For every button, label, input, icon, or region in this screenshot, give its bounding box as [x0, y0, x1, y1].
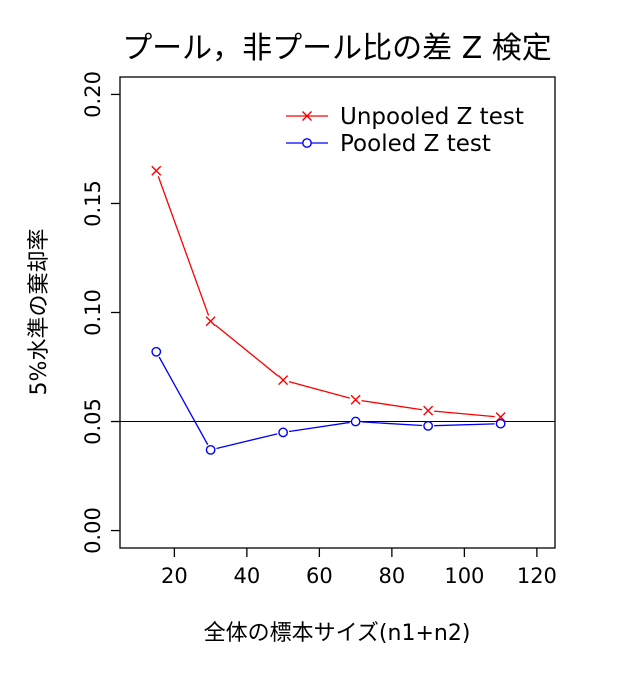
data-point-pooled — [495, 418, 506, 429]
data-point-unpooled — [278, 375, 289, 386]
chart-title: プール，非プール比の差 Z 検定 — [122, 31, 552, 66]
data-point-pooled — [350, 416, 361, 427]
x-tick-label: 40 — [234, 564, 261, 588]
y-axis-title: 5%水準の棄却率 — [27, 229, 52, 396]
legend-label-pooled: Pooled Z test — [340, 131, 491, 157]
x-tick-label: 20 — [161, 564, 188, 588]
series-line-pooled — [216, 433, 278, 450]
series-line-pooled — [158, 356, 209, 445]
data-point-pooled — [423, 420, 434, 431]
x-axis: 20 40 60 80 100 120 — [161, 548, 557, 588]
data-point-pooled — [151, 346, 162, 357]
series-line-unpooled — [288, 381, 351, 399]
y-tick-label: 0.05 — [81, 398, 105, 445]
x-tick-label: 120 — [517, 564, 557, 588]
legend-marker-unpooled — [302, 111, 312, 121]
data-point-unpooled — [205, 316, 216, 327]
x-tick-label: 100 — [444, 564, 484, 588]
y-tick-label: 0.00 — [81, 507, 105, 554]
series-line-pooled — [288, 421, 350, 433]
data-point-unpooled — [423, 405, 434, 416]
legend-label-unpooled: Unpooled Z test — [340, 104, 524, 130]
y-tick-label: 0.15 — [81, 180, 105, 227]
y-axis: 0.00 0.05 0.10 0.15 0.20 — [81, 71, 120, 554]
series-line-unpooled — [157, 176, 210, 316]
legend-marker-pooled — [302, 138, 312, 148]
x-tick-label: 80 — [379, 564, 406, 588]
y-tick-label: 0.20 — [81, 71, 105, 118]
data-point-unpooled — [151, 165, 162, 176]
series-line-pooled — [361, 421, 423, 427]
series-line-unpooled — [361, 399, 423, 411]
data-point-unpooled — [350, 394, 361, 405]
x-tick-label: 60 — [306, 564, 333, 588]
series-line-unpooled — [214, 324, 279, 377]
data-point-pooled — [278, 427, 289, 438]
data-point-pooled — [205, 444, 216, 455]
series-line-pooled — [434, 423, 495, 427]
series-line-unpooled — [434, 410, 495, 418]
x-axis-title: 全体の標本サイズ(n1+n2) — [204, 621, 471, 646]
y-tick-label: 0.10 — [81, 289, 105, 336]
